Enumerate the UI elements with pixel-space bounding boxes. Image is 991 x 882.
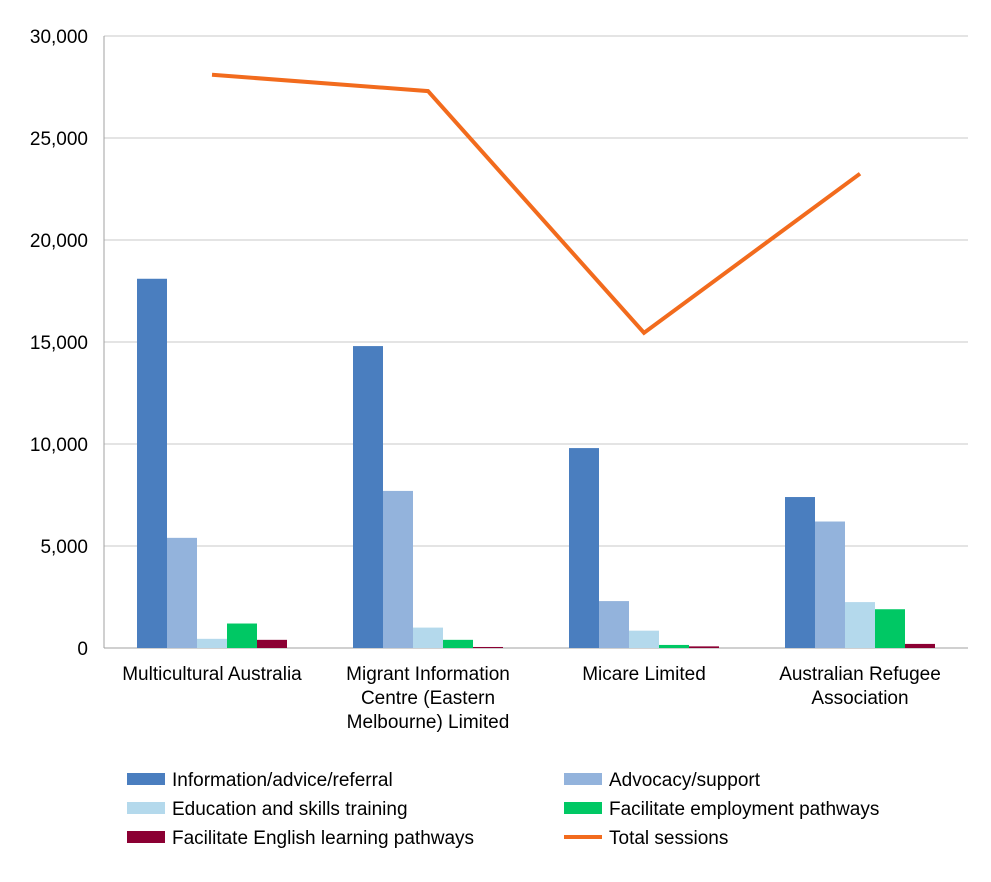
x-tick-label: Melbourne) Limited bbox=[347, 712, 510, 733]
x-tick-label: Migrant Information bbox=[346, 664, 510, 685]
y-tick-label: 20,000 bbox=[30, 231, 88, 252]
x-tick-label: Australian Refugee bbox=[779, 664, 941, 685]
x-tick-label: Multicultural Australia bbox=[122, 664, 302, 685]
y-tick-label: 10,000 bbox=[30, 435, 88, 456]
bar-information-advice-referral bbox=[785, 497, 815, 648]
bar-education-and-skills-training bbox=[413, 627, 443, 648]
x-tick-label: Micare Limited bbox=[582, 664, 706, 685]
y-tick-label: 25,000 bbox=[30, 129, 88, 150]
legend-label: Education and skills training bbox=[172, 799, 408, 820]
bar-facilitate-english-learning-pathways bbox=[905, 643, 935, 648]
y-tick-label: 30,000 bbox=[30, 27, 88, 48]
bar-facilitate-employment-pathways bbox=[659, 644, 689, 648]
bar-education-and-skills-training bbox=[197, 638, 227, 648]
bar-information-advice-referral bbox=[353, 346, 383, 648]
legend-swatch bbox=[564, 773, 602, 785]
legend-label: Advocacy/support bbox=[609, 770, 761, 791]
x-tick-label: Centre (Eastern bbox=[361, 688, 495, 709]
bar-advocacy-support bbox=[383, 490, 413, 648]
x-tick-label: Association bbox=[811, 688, 908, 709]
y-tick-label: 5,000 bbox=[40, 537, 88, 558]
legend-swatch bbox=[127, 831, 165, 843]
bar-advocacy-support bbox=[599, 601, 629, 648]
legend-label: Facilitate employment pathways bbox=[609, 799, 879, 820]
legend-label: Total sessions bbox=[609, 828, 728, 849]
bar-facilitate-employment-pathways bbox=[443, 639, 473, 648]
y-tick-label: 15,000 bbox=[30, 333, 88, 354]
y-tick-label: 0 bbox=[77, 639, 88, 660]
bar-education-and-skills-training bbox=[845, 602, 875, 648]
legend-swatch bbox=[127, 802, 165, 814]
bar-facilitate-english-learning-pathways bbox=[257, 639, 287, 648]
bar-information-advice-referral bbox=[137, 278, 167, 648]
bar-advocacy-support bbox=[815, 521, 845, 648]
bar-facilitate-english-learning-pathways bbox=[473, 646, 503, 648]
bar-education-and-skills-training bbox=[629, 630, 659, 648]
legend-swatch bbox=[127, 773, 165, 785]
bar-facilitate-employment-pathways bbox=[227, 623, 257, 648]
line-total-sessions bbox=[211, 72, 862, 336]
bar-facilitate-employment-pathways bbox=[875, 609, 905, 648]
legend-label: Information/advice/referral bbox=[172, 770, 393, 791]
legend-swatch bbox=[564, 802, 602, 814]
bar-advocacy-support bbox=[167, 537, 197, 648]
bar-facilitate-english-learning-pathways bbox=[689, 646, 719, 648]
legend-label: Facilitate English learning pathways bbox=[172, 828, 474, 849]
bar-information-advice-referral bbox=[569, 448, 599, 648]
